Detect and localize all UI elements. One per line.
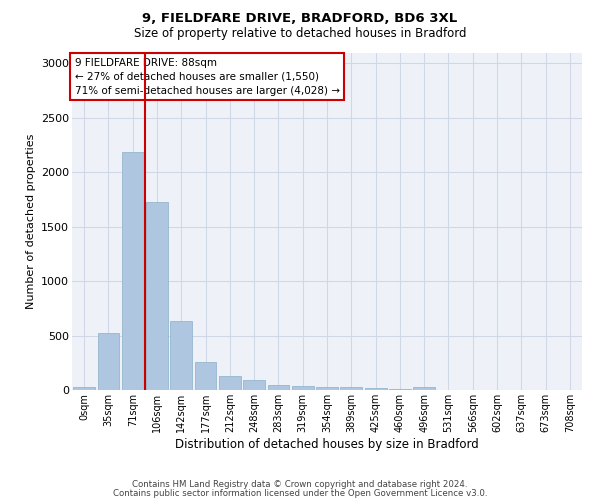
- Bar: [268, 384, 289, 390]
- Bar: [170, 322, 192, 390]
- Bar: [97, 334, 119, 390]
- Bar: [146, 202, 168, 390]
- Bar: [292, 386, 314, 390]
- Bar: [122, 152, 143, 390]
- Bar: [243, 380, 265, 390]
- Bar: [194, 362, 217, 390]
- Bar: [413, 388, 435, 390]
- Text: Size of property relative to detached houses in Bradford: Size of property relative to detached ho…: [134, 28, 466, 40]
- Text: Contains HM Land Registry data © Crown copyright and database right 2024.: Contains HM Land Registry data © Crown c…: [132, 480, 468, 489]
- Bar: [340, 388, 362, 390]
- Text: 9 FIELDFARE DRIVE: 88sqm
← 27% of detached houses are smaller (1,550)
71% of sem: 9 FIELDFARE DRIVE: 88sqm ← 27% of detach…: [74, 58, 340, 96]
- Bar: [73, 386, 95, 390]
- Bar: [316, 386, 338, 390]
- X-axis label: Distribution of detached houses by size in Bradford: Distribution of detached houses by size …: [175, 438, 479, 450]
- Text: Contains public sector information licensed under the Open Government Licence v3: Contains public sector information licen…: [113, 489, 487, 498]
- Bar: [365, 388, 386, 390]
- Text: 9, FIELDFARE DRIVE, BRADFORD, BD6 3XL: 9, FIELDFARE DRIVE, BRADFORD, BD6 3XL: [142, 12, 458, 26]
- Bar: [219, 376, 241, 390]
- Y-axis label: Number of detached properties: Number of detached properties: [26, 134, 35, 309]
